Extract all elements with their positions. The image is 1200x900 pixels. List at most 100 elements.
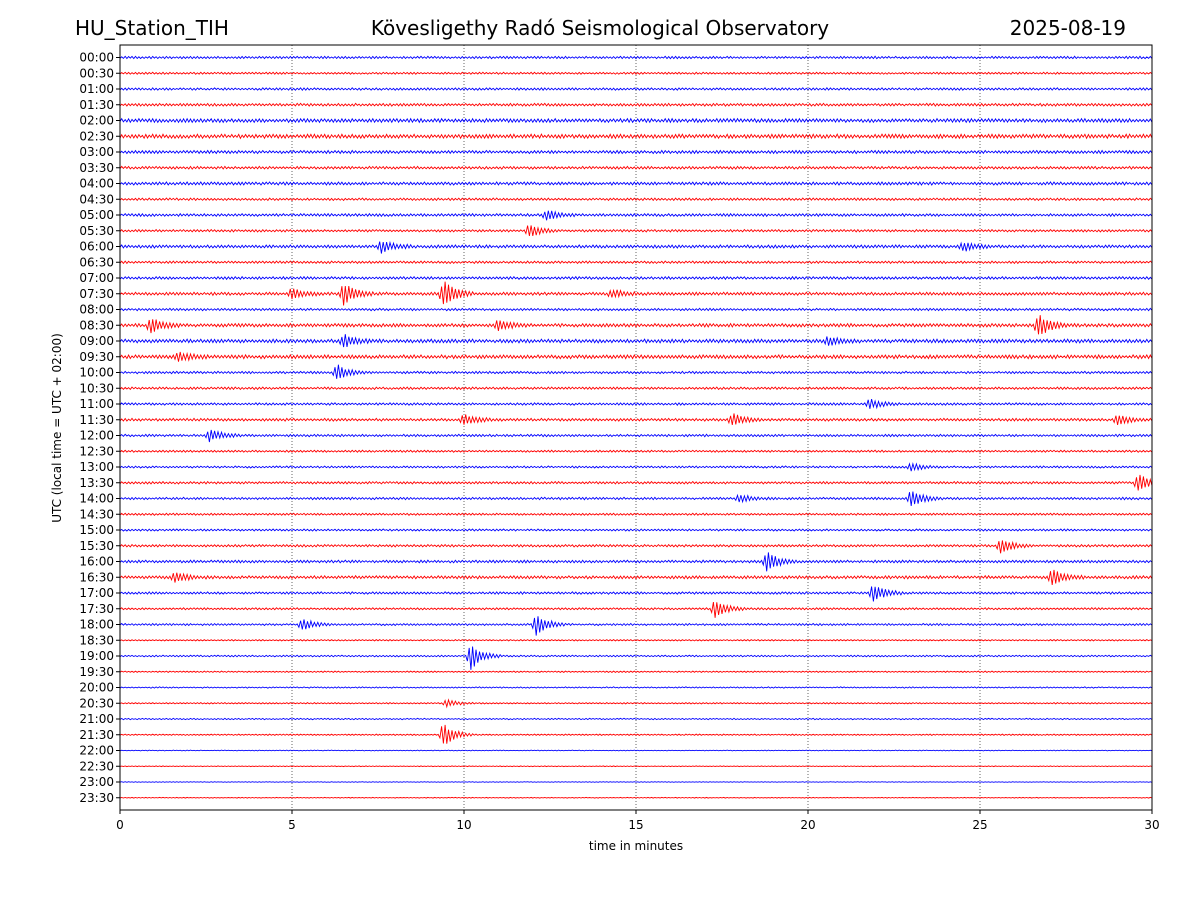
y-tick-label: 20:30 bbox=[79, 696, 114, 710]
trace-1800 bbox=[119, 616, 1153, 636]
trace-1300 bbox=[119, 462, 1153, 472]
trace-1500 bbox=[119, 528, 1153, 532]
trace-0530 bbox=[119, 225, 1153, 236]
date-label: 2025-08-19 bbox=[1009, 16, 1126, 40]
trace-1730 bbox=[119, 602, 1153, 618]
trace-1830 bbox=[119, 639, 1153, 642]
y-tick-label: 01:00 bbox=[79, 82, 114, 96]
station-name: HU_Station_TIH bbox=[75, 16, 229, 40]
trace-1400 bbox=[119, 491, 1153, 506]
y-tick-label: 12:30 bbox=[79, 444, 114, 458]
trace-1900 bbox=[119, 646, 1153, 670]
trace-1030 bbox=[119, 386, 1153, 391]
y-tick-label: 15:30 bbox=[79, 539, 114, 553]
y-tick-label: 06:30 bbox=[79, 255, 114, 269]
y-tick-label: 02:30 bbox=[79, 129, 114, 143]
trace-1230 bbox=[119, 449, 1153, 453]
trace-1430 bbox=[119, 512, 1153, 516]
y-tick-label: 16:30 bbox=[79, 570, 114, 584]
y-tick-label: 22:30 bbox=[79, 759, 114, 773]
trace-2100 bbox=[119, 717, 1153, 721]
y-tick-label: 08:30 bbox=[79, 318, 114, 332]
x-tick-label: 5 bbox=[288, 818, 296, 832]
trace-0630 bbox=[119, 260, 1153, 265]
trace-2230 bbox=[119, 765, 1153, 768]
y-tick-label: 18:30 bbox=[79, 633, 114, 647]
y-tick-label: 01:30 bbox=[79, 98, 114, 112]
y-tick-label: 09:30 bbox=[79, 350, 114, 364]
trace-0300 bbox=[119, 149, 1153, 155]
y-tick-label: 13:30 bbox=[79, 476, 114, 490]
y-tick-label: 07:00 bbox=[79, 271, 114, 285]
y-tick-label: 03:30 bbox=[79, 161, 114, 175]
y-tick-label: 05:00 bbox=[79, 208, 114, 222]
x-tick-label: 15 bbox=[628, 818, 643, 832]
x-tick-label: 0 bbox=[116, 818, 124, 832]
trace-2030 bbox=[119, 698, 1153, 709]
x-tick-label: 30 bbox=[1144, 818, 1159, 832]
trace-0900 bbox=[119, 334, 1153, 348]
trace-1130 bbox=[119, 413, 1153, 425]
trace-0830 bbox=[119, 315, 1153, 335]
x-axis-label: time in minutes bbox=[589, 839, 683, 853]
trace-2200 bbox=[119, 749, 1153, 752]
trace-2130 bbox=[119, 724, 1153, 744]
plot-frame bbox=[119, 44, 1153, 811]
observatory-title: Kövesligethy Radó Seismological Observat… bbox=[370, 16, 830, 40]
trace-1630 bbox=[119, 569, 1153, 586]
trace-0100 bbox=[119, 87, 1153, 91]
x-tick-label: 20 bbox=[800, 818, 815, 832]
trace-0400 bbox=[119, 181, 1153, 186]
trace-1930 bbox=[119, 670, 1153, 673]
trace-0030 bbox=[119, 71, 1153, 75]
y-tick-label: 18:00 bbox=[79, 618, 114, 632]
y-axis-label: UTC (local time = UTC + 02:00) bbox=[50, 333, 64, 523]
y-tick-label: 09:00 bbox=[79, 334, 114, 348]
trace-1200 bbox=[119, 429, 1153, 443]
y-tick-label: 14:00 bbox=[79, 492, 114, 506]
trace-2300 bbox=[119, 781, 1153, 783]
trace-2330 bbox=[119, 796, 1153, 799]
y-tick-label: 21:30 bbox=[79, 728, 114, 742]
x-tick-label: 10 bbox=[456, 818, 471, 832]
x-tick-label: 25 bbox=[972, 818, 987, 832]
y-tick-label: 17:30 bbox=[79, 602, 114, 616]
y-tick-label: 22:00 bbox=[79, 744, 114, 758]
y-tick-label: 14:30 bbox=[79, 507, 114, 521]
y-tick-label: 03:00 bbox=[79, 145, 114, 159]
grid-lines bbox=[291, 45, 981, 810]
y-tick-label: 17:00 bbox=[79, 586, 114, 600]
y-tick-label: 11:30 bbox=[79, 413, 114, 427]
trace-1530 bbox=[119, 540, 1153, 554]
y-tick-label: 05:30 bbox=[79, 224, 114, 238]
trace-0730 bbox=[119, 281, 1153, 306]
y-tick-label: 06:00 bbox=[79, 240, 114, 254]
trace-1000 bbox=[119, 364, 1153, 379]
y-tick-label: 23:00 bbox=[79, 775, 114, 789]
trace-0200 bbox=[119, 117, 1153, 124]
y-tick-label: 23:30 bbox=[79, 791, 114, 805]
trace-0500 bbox=[119, 210, 1153, 221]
trace-0800 bbox=[119, 307, 1153, 312]
trace-0600 bbox=[119, 240, 1153, 254]
y-tick-label: 19:30 bbox=[79, 665, 114, 679]
trace-2000 bbox=[119, 686, 1153, 689]
trace-0330 bbox=[119, 165, 1153, 170]
trace-0430 bbox=[119, 197, 1153, 202]
trace-1600 bbox=[119, 552, 1153, 572]
y-tick-label: 02:00 bbox=[79, 114, 114, 128]
trace-1330 bbox=[119, 474, 1153, 491]
trace-0230 bbox=[119, 133, 1153, 140]
y-tick-label: 04:00 bbox=[79, 177, 114, 191]
trace-1700 bbox=[119, 586, 1153, 602]
y-tick-label: 16:00 bbox=[79, 555, 114, 569]
trace-0000 bbox=[119, 55, 1153, 60]
y-tick-label: 13:00 bbox=[79, 460, 114, 474]
trace-0700 bbox=[119, 275, 1153, 281]
y-tick-label: 10:00 bbox=[79, 366, 114, 380]
y-tick-label: 04:30 bbox=[79, 192, 114, 206]
y-tick-label: 15:00 bbox=[79, 523, 114, 537]
y-tick-label: 00:00 bbox=[79, 51, 114, 65]
